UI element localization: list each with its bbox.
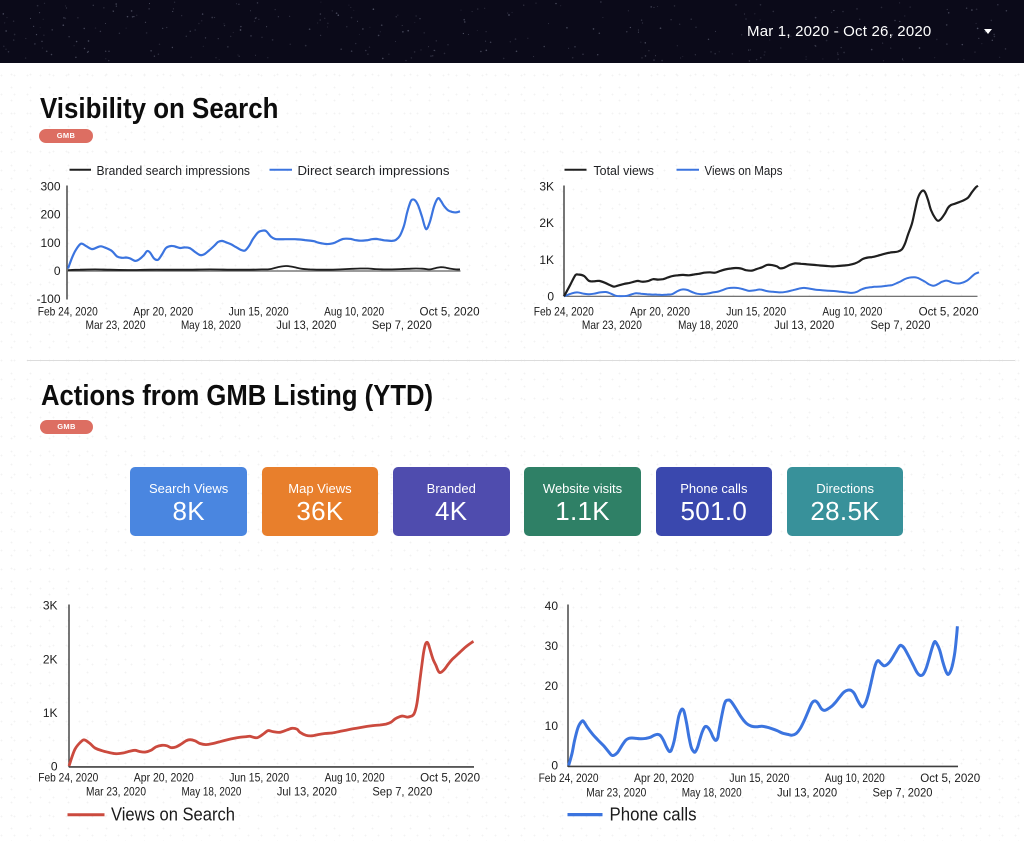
svg-text:Mar 23, 2020: Mar 23, 2020 [582,318,642,332]
svg-text:Sep 7, 2020: Sep 7, 2020 [873,785,933,799]
svg-text:Apr 20, 2020: Apr 20, 2020 [134,771,194,785]
svg-text:200: 200 [40,208,60,222]
svg-text:Phone calls: Phone calls [610,804,697,825]
svg-text:Jul 13, 2020: Jul 13, 2020 [774,318,834,332]
svg-text:Sep 7, 2020: Sep 7, 2020 [372,318,432,332]
svg-text:Jun 15, 2020: Jun 15, 2020 [729,771,789,785]
svg-text:Sep 7, 2020: Sep 7, 2020 [871,318,931,332]
svg-text:May 18, 2020: May 18, 2020 [181,318,241,332]
svg-text:Jul 13, 2020: Jul 13, 2020 [276,318,336,332]
svg-text:Total views: Total views [594,164,655,178]
svg-text:30: 30 [545,639,559,653]
svg-text:300: 300 [40,179,60,193]
svg-text:Oct 5, 2020: Oct 5, 2020 [420,771,480,785]
svg-text:Jun 15, 2020: Jun 15, 2020 [229,305,289,319]
svg-text:Apr 20, 2020: Apr 20, 2020 [133,305,193,319]
svg-text:2K: 2K [43,652,58,666]
svg-text:Oct 5, 2020: Oct 5, 2020 [920,771,980,785]
svg-text:Views on Maps: Views on Maps [705,164,783,178]
svg-text:20: 20 [545,679,559,693]
svg-text:Mar 23, 2020: Mar 23, 2020 [586,785,646,799]
svg-text:Views on Search: Views on Search [111,804,235,825]
svg-text:1K: 1K [539,253,554,267]
svg-text:Jun 15, 2020: Jun 15, 2020 [726,305,786,319]
svg-text:Sep 7, 2020: Sep 7, 2020 [372,785,432,799]
svg-text:1K: 1K [43,706,58,720]
svg-text:Oct 5, 2020: Oct 5, 2020 [420,305,480,319]
svg-text:Direct search impressions: Direct search impressions [298,164,450,178]
svg-text:Mar 23, 2020: Mar 23, 2020 [86,785,146,799]
svg-text:Oct 5, 2020: Oct 5, 2020 [919,305,979,319]
svg-text:Jul 13, 2020: Jul 13, 2020 [777,785,837,799]
svg-text:Feb 24, 2020: Feb 24, 2020 [38,305,98,319]
svg-text:Jun 15, 2020: Jun 15, 2020 [229,771,289,785]
svg-text:-100: -100 [36,292,60,306]
svg-text:10: 10 [545,719,559,733]
svg-text:0: 0 [54,264,61,278]
svg-text:Branded search impressions: Branded search impressions [97,164,251,178]
svg-text:May 18, 2020: May 18, 2020 [682,785,742,799]
svg-text:3K: 3K [43,599,58,613]
svg-text:Aug 10, 2020: Aug 10, 2020 [822,305,882,319]
svg-text:Aug 10, 2020: Aug 10, 2020 [324,305,384,319]
svg-text:Jul 13, 2020: Jul 13, 2020 [277,785,337,799]
svg-text:40: 40 [545,599,559,613]
svg-text:Mar 23, 2020: Mar 23, 2020 [86,318,146,332]
svg-text:0: 0 [551,759,558,773]
svg-text:Feb 24, 2020: Feb 24, 2020 [38,771,98,785]
svg-text:0: 0 [547,290,554,304]
svg-text:May 18, 2020: May 18, 2020 [678,318,738,332]
svg-text:Apr 20, 2020: Apr 20, 2020 [630,305,690,319]
svg-text:Apr 20, 2020: Apr 20, 2020 [634,771,694,785]
svg-text:0: 0 [51,760,58,774]
svg-text:2K: 2K [539,216,554,230]
svg-text:100: 100 [40,236,60,250]
svg-text:3K: 3K [539,179,554,193]
svg-text:Aug 10, 2020: Aug 10, 2020 [325,771,385,785]
svg-text:Feb 24, 2020: Feb 24, 2020 [534,305,594,319]
svg-text:Aug 10, 2020: Aug 10, 2020 [825,771,885,785]
svg-text:Feb 24, 2020: Feb 24, 2020 [539,771,599,785]
svg-text:May 18, 2020: May 18, 2020 [181,785,241,799]
